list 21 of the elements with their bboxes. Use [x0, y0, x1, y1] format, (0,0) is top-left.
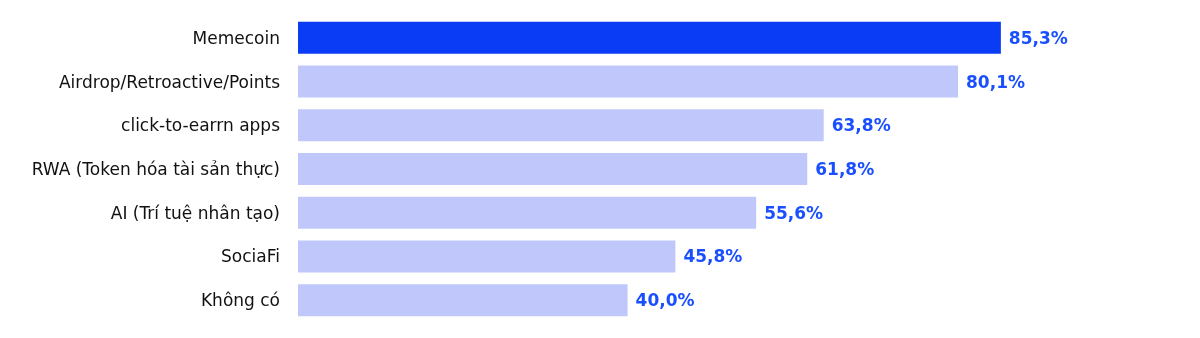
- bar: [298, 240, 676, 273]
- bar: [298, 21, 1001, 54]
- bar: [298, 196, 757, 229]
- data-label: 55,6%: [764, 202, 824, 223]
- y-tick-label: RWA (Token hóa tài sản thực): [31, 159, 280, 179]
- y-tick-label: Airdrop/Retroactive/Points: [58, 71, 281, 92]
- data-label: 61,8%: [815, 159, 875, 179]
- data-label: 85,3%: [1008, 27, 1068, 48]
- data-label: 45,8%: [683, 246, 743, 267]
- data-label: 40,0%: [635, 290, 695, 311]
- y-tick-label: SociaFi: [221, 246, 280, 267]
- y-tick-label: click-to-earrn apps: [121, 115, 281, 136]
- y-tick-label: AI (Trí tuệ nhân tạo): [110, 202, 280, 223]
- bar: [298, 284, 628, 317]
- bar: [298, 153, 808, 185]
- bar: [298, 109, 824, 142]
- y-tick-label: Memecoin: [192, 27, 280, 48]
- data-label: 63,8%: [831, 115, 891, 136]
- data-label: 80,1%: [966, 71, 1026, 92]
- y-tick-label: Không có: [200, 290, 280, 311]
- bar: [298, 65, 959, 98]
